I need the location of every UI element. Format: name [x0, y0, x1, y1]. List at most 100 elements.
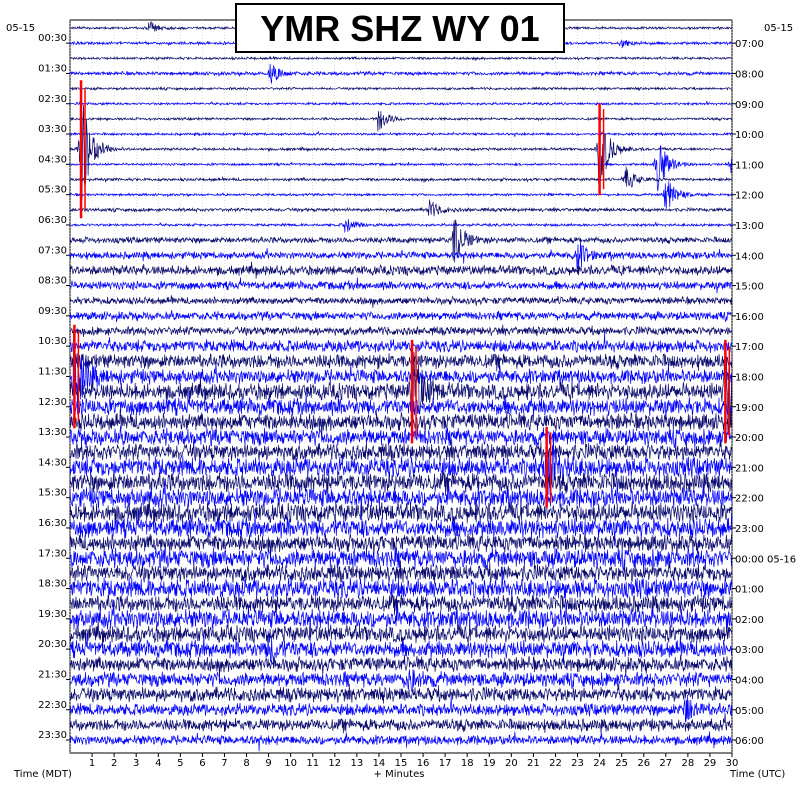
- trace-row: [69, 478, 733, 520]
- left-hour-label: 11:30: [38, 366, 67, 377]
- x-tick-label: 5: [177, 758, 183, 769]
- trace-row: [69, 181, 733, 209]
- right-hour-label: 00:00 05-16: [735, 554, 796, 565]
- right-hour-label: 18:00: [735, 372, 764, 383]
- x-tick-label: 16: [417, 758, 430, 769]
- right-hour-label: 22:00: [735, 494, 764, 505]
- left-hour-label: 01:30: [38, 63, 67, 74]
- title-box: YMR SHZ WY 01: [235, 3, 565, 53]
- right-hour-label: 12:00: [735, 191, 764, 202]
- x-tick-label: 6: [199, 758, 205, 769]
- trace-row: [69, 346, 733, 431]
- trace-row: [69, 310, 733, 323]
- x-tick-label: 2: [111, 758, 117, 769]
- left-date-label: 05-15: [6, 23, 35, 34]
- right-hour-label: 21:00: [735, 463, 764, 474]
- title-background: [235, 3, 565, 53]
- left-axis-title: Time (MDT): [13, 769, 72, 780]
- trace-row: [69, 130, 733, 137]
- trace-row: [69, 218, 733, 233]
- trace-row: [69, 566, 733, 600]
- right-hour-label: 20:00: [735, 433, 764, 444]
- right-hour-label: 01:00: [735, 585, 764, 596]
- trace-row: [69, 712, 733, 735]
- left-hour-label: 23:30: [38, 730, 67, 741]
- trace-row: [69, 332, 733, 353]
- x-tick-label: 25: [615, 758, 628, 769]
- right-hour-label: 07:00: [735, 39, 764, 50]
- seismic-traces: [69, 21, 733, 752]
- x-tick-label: 18: [461, 758, 474, 769]
- left-hour-label: 02:30: [38, 94, 67, 105]
- left-hour-label: 17:30: [38, 548, 67, 559]
- trace-row: [69, 295, 733, 308]
- trace-row: [69, 439, 733, 463]
- x-tick-label: 19: [483, 758, 496, 769]
- right-date-label: 05-15: [764, 23, 793, 34]
- trace-row: [69, 599, 733, 642]
- left-hour-label: 07:30: [38, 245, 67, 256]
- right-hour-label: 09:00: [735, 100, 764, 111]
- trace-row: [69, 324, 733, 337]
- x-tick-label: 11: [306, 758, 319, 769]
- x-tick-label: 9: [265, 758, 271, 769]
- trace-row: [69, 409, 733, 439]
- trace-row: [69, 509, 733, 546]
- left-hour-label: 15:30: [38, 488, 67, 499]
- right-hour-label: 03:00: [735, 645, 764, 656]
- x-tick-label: 29: [704, 758, 717, 769]
- trace-row: [69, 683, 733, 704]
- right-hour-label: 23:00: [735, 524, 764, 535]
- x-tick-label: 22: [549, 758, 562, 769]
- x-tick-label: 10: [284, 758, 297, 769]
- x-tick-label: 7: [221, 758, 227, 769]
- right-hour-label: 14:00: [735, 251, 764, 262]
- x-tick-label: 15: [395, 758, 408, 769]
- trace-row: [69, 594, 733, 618]
- x-tick-label: 26: [637, 758, 650, 769]
- left-hour-label: 10:30: [38, 336, 67, 347]
- left-hour-label: 03:30: [38, 124, 67, 135]
- left-hour-label: 20:30: [38, 639, 67, 650]
- left-hour-label: 05:30: [38, 185, 67, 196]
- trace-row: [69, 277, 733, 294]
- right-hour-label: 16:00: [735, 312, 764, 323]
- trace-row: [69, 353, 733, 372]
- trace-row: [69, 329, 733, 415]
- trace-row: [69, 425, 733, 449]
- x-tick-label: 24: [593, 758, 606, 769]
- left-hour-label: 18:30: [38, 579, 67, 590]
- x-tick-label: 30: [726, 758, 739, 769]
- trace-row: [69, 430, 733, 500]
- trace-row: [69, 261, 733, 279]
- left-hour-label: 22:30: [38, 700, 67, 711]
- trace-row: [69, 560, 733, 584]
- trace-row: [69, 630, 733, 665]
- chart-title: YMR SHZ WY 01: [260, 8, 539, 49]
- x-axis-title: + Minutes: [374, 769, 425, 780]
- right-hour-label: 19:00: [735, 403, 764, 414]
- left-hour-label: 16:30: [38, 518, 67, 529]
- trace-row: [69, 471, 733, 499]
- x-tick-label: 3: [133, 758, 139, 769]
- trace-row: [69, 654, 733, 679]
- trace-row: [69, 100, 733, 107]
- x-tick-label: 21: [527, 758, 540, 769]
- right-axis-title: Time (UTC): [729, 769, 785, 780]
- x-tick-label: 20: [505, 758, 518, 769]
- trace-row: [69, 241, 733, 270]
- trace-row: [69, 63, 733, 84]
- clipped-markers: [73, 80, 731, 508]
- trace-row: [69, 495, 733, 530]
- trace-row: [69, 86, 733, 92]
- x-tick-label: 8: [243, 758, 249, 769]
- trace-row: [69, 145, 733, 192]
- trace-row: [69, 618, 733, 649]
- trace-row: [69, 694, 733, 723]
- left-hour-label: 13:30: [38, 427, 67, 438]
- left-hour-label: 09:30: [38, 306, 67, 317]
- x-tick-label: 23: [571, 758, 584, 769]
- right-hour-label: 06:00: [735, 736, 764, 747]
- left-hour-label: 21:30: [38, 669, 67, 680]
